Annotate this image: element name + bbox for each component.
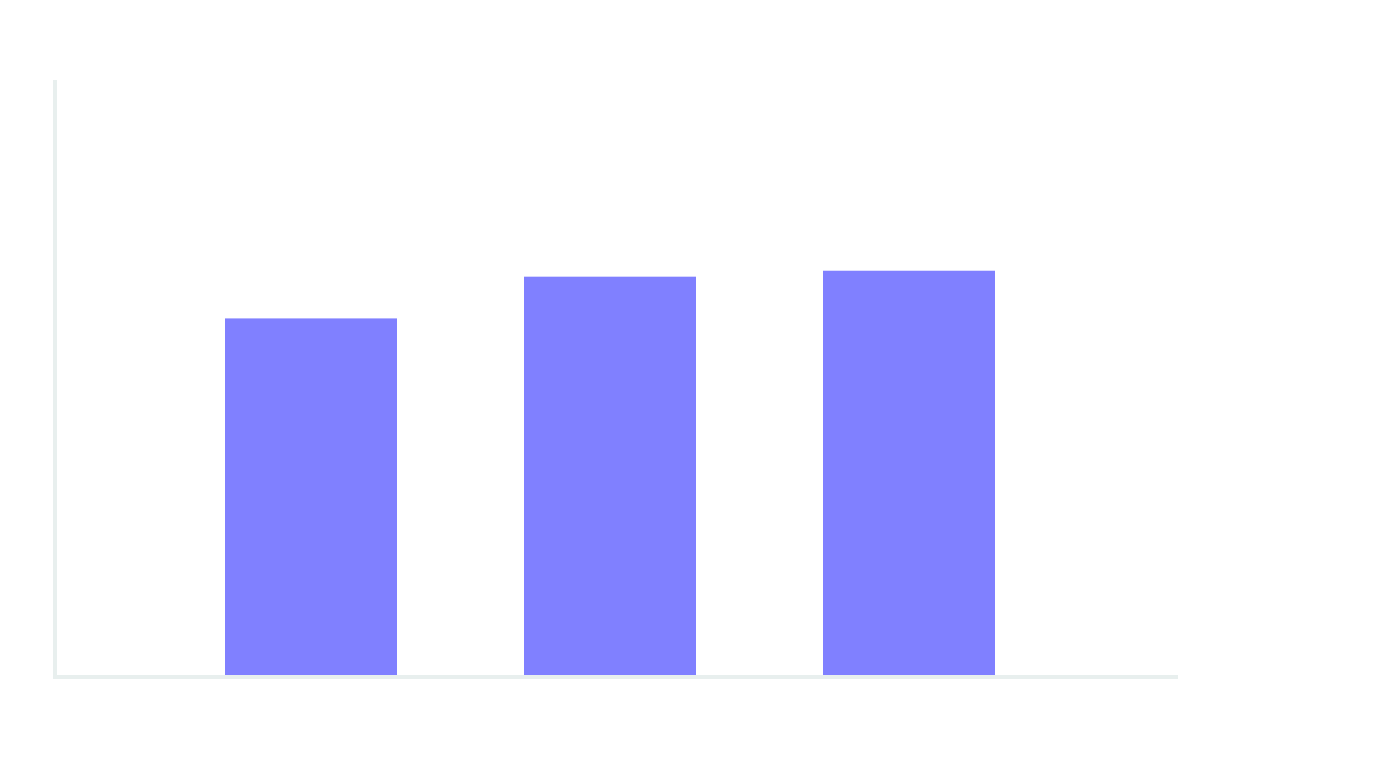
bar-2 (524, 276, 696, 676)
bar-1 (225, 318, 397, 676)
bars-group (225, 270, 995, 676)
bar-3 (823, 270, 995, 676)
